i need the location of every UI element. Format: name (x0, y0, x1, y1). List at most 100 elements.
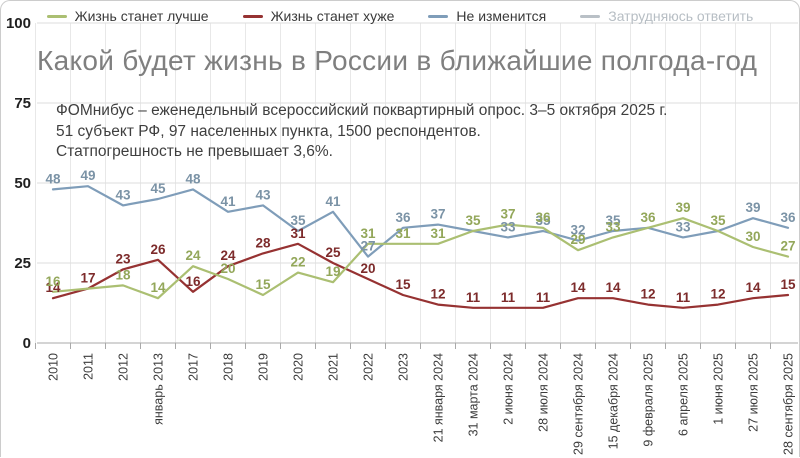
data-label-life-worse: 23 (115, 251, 131, 266)
data-label-no-change: 48 (45, 171, 61, 186)
series-labels-life-worse: 14 17 23 26 16 24 28 31 25 20 15 12 11 11 11 14 14 12 11 12… (45, 226, 796, 305)
data-label-no-change: 48 (185, 171, 201, 186)
y-tick-label: 75 (14, 95, 31, 112)
x-tick-label: 28 сентября 2025 (782, 353, 796, 455)
x-tick-label: январь 2013 (152, 353, 166, 425)
data-label-no-change: 32 (570, 223, 585, 238)
legend-label-life-better: Жизнь станет лучше (74, 8, 209, 24)
data-label-life-worse: 14 (605, 280, 621, 295)
data-label-life-better: 31 (395, 226, 411, 241)
data-label-life-better: 14 (150, 280, 166, 295)
legend-item-life-worse[interactable]: Жизнь станет хуже (242, 8, 395, 24)
y-tick-label: 50 (14, 175, 31, 192)
data-label-life-worse: 14 (745, 280, 761, 295)
survey-note-line-1: ФОМнибус – еженедельный всероссийский по… (56, 102, 668, 119)
data-label-life-better: 35 (710, 213, 726, 228)
data-label-life-worse: 14 (45, 280, 61, 295)
x-tick-label: 2018 (222, 353, 236, 381)
data-label-life-better: 30 (745, 229, 760, 244)
data-label-life-better: 31 (430, 226, 446, 241)
data-label-life-worse: 20 (360, 261, 375, 276)
x-tick-label: 2020 (292, 353, 306, 381)
survey-note-line-3: Статпогрешность не превышает 3,6%. (56, 143, 333, 160)
data-label-life-worse: 11 (466, 290, 481, 305)
data-label-life-better: 20 (220, 261, 235, 276)
data-label-life-better: 39 (675, 200, 690, 215)
x-tick-label: 15 декабря 2024 (607, 353, 621, 449)
x-tick-label: 2012 (117, 353, 131, 381)
data-label-life-worse: 12 (710, 287, 725, 302)
data-label-life-better: 29 (570, 232, 585, 247)
data-label-life-better: 33 (605, 219, 621, 234)
x-tick-label: 27 июля 2025 (747, 353, 761, 432)
legend-label-life-worse: Жизнь станет хуже (270, 8, 395, 24)
chart-legend: Жизнь станет лучше Жизнь станет хуже Не из… (1, 5, 799, 27)
data-label-life-better: 15 (255, 277, 271, 292)
data-label-life-worse: 15 (780, 277, 796, 292)
x-tick-label: 1 июня 2025 (712, 353, 726, 425)
data-label-no-change: 39 (745, 200, 760, 215)
y-tick-label: 25 (14, 255, 31, 272)
chart-title: Какой будет жизнь в России в ближайшие п… (37, 45, 758, 76)
data-label-life-worse: 11 (536, 290, 551, 305)
data-label-no-change: 27 (360, 239, 375, 254)
data-label-life-worse: 28 (255, 235, 271, 250)
x-tick-label: 2010 (47, 353, 61, 381)
x-tick-label: 2023 (397, 353, 411, 381)
data-label-life-worse: 17 (80, 271, 95, 286)
data-label-no-change: 35 (290, 213, 306, 228)
data-label-life-worse: 11 (676, 290, 691, 305)
x-tick-label: 6 апреля 2025 (677, 353, 691, 436)
data-label-life-better: 36 (535, 210, 551, 225)
survey-note: ФОМнибус – еженедельный всероссийский по… (56, 101, 667, 163)
data-label-no-change: 41 (220, 194, 236, 209)
legend-label-no-change: Не изменится (456, 8, 547, 24)
legend-swatch-life-worse (242, 14, 263, 18)
legend-label-hard-to-answer: Затрудняюсь ответить (608, 8, 754, 24)
x-tick-label: 2022 (362, 353, 376, 381)
data-label-life-better: 36 (640, 210, 656, 225)
data-label-no-change: 43 (115, 187, 131, 202)
data-label-no-change: 33 (500, 219, 516, 234)
data-label-life-better: 27 (780, 239, 795, 254)
x-tick-label: 2019 (257, 353, 271, 381)
y-tick-label: 100 (6, 15, 31, 32)
data-label-life-better: 31 (360, 226, 376, 241)
series-line-no-change (51, 185, 790, 258)
x-tick-label: 2 июня 2024 (502, 353, 516, 425)
data-label-no-change: 35 (605, 213, 621, 228)
legend-swatch-no-change (428, 14, 449, 18)
data-label-life-better: 24 (185, 248, 201, 263)
data-label-no-change: 41 (325, 194, 341, 209)
x-tick-label: 31 марта 2024 (467, 353, 481, 436)
x-axis-labels: 2010 2011 2012 январь 2013 2017 2018 2019 2020 2… (47, 353, 796, 455)
survey-note-line-2: 51 субъект РФ, 97 населенных пункта, 150… (56, 122, 481, 140)
data-label-no-change: 37 (430, 207, 445, 222)
legend-item-life-better[interactable]: Жизнь станет лучше (46, 8, 209, 24)
data-label-life-worse: 15 (395, 277, 411, 292)
legend-item-hard-to-answer[interactable]: Затрудняюсь ответить (580, 8, 753, 24)
data-label-life-worse: 12 (640, 287, 655, 302)
data-label-life-worse: 24 (220, 248, 236, 263)
data-label-no-change: 49 (80, 168, 95, 183)
series-line-life-better (51, 217, 790, 300)
x-tick-label: 28 июля 2024 (537, 353, 551, 432)
x-tick-label: 2011 (82, 353, 96, 380)
x-tick-label: 2021 (327, 353, 341, 381)
data-label-life-worse: 11 (501, 290, 516, 305)
data-label-life-better: 22 (290, 255, 305, 270)
legend-swatch-life-better (46, 14, 67, 18)
series-line-life-worse (51, 242, 790, 309)
x-axis (35, 342, 798, 349)
x-tick-label: 21 января 2024 (432, 353, 446, 442)
legend-item-no-change[interactable]: Не изменится (428, 8, 546, 24)
data-label-life-worse: 14 (570, 280, 586, 295)
data-label-life-worse: 16 (185, 274, 201, 289)
legend-swatch-hard-to-answer (580, 14, 601, 18)
x-tick-label: 9 февраля 2025 (642, 353, 656, 447)
data-label-no-change: 35 (535, 213, 551, 228)
data-label-life-better: 19 (325, 264, 340, 279)
